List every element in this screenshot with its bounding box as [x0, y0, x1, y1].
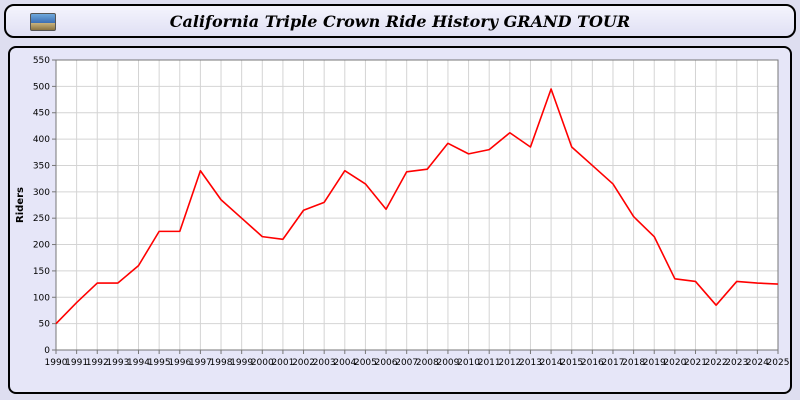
y-tick-label: 100 — [33, 293, 50, 303]
page-title: California Triple Crown Ride History GRA… — [169, 11, 631, 31]
x-tick-label: 2017 — [602, 358, 625, 368]
chart-panel: 0 50 100 150 200 250 300 350 400 450 500 550 1990 199… — [8, 46, 792, 394]
x-tick-label: 2003 — [313, 358, 336, 368]
x-tick-label: 1994 — [127, 358, 150, 368]
y-tick-label: 250 — [33, 214, 50, 224]
x-tick-label: 2009 — [436, 358, 459, 368]
x-tick-label: 1999 — [230, 358, 253, 368]
x-tick-label: 2025 — [767, 358, 790, 368]
riders-line-chart: 0501001502002503003504004505005501990199… — [15, 56, 790, 368]
y-tick-label: 500 — [33, 82, 50, 92]
x-tick-label: 1996 — [168, 358, 191, 368]
x-tick-label: 2005 — [354, 358, 377, 368]
riders-line-series — [55, 88, 779, 325]
x-tick-label: 2023 — [725, 358, 748, 368]
x-tick-label: 1995 — [148, 358, 171, 368]
x-tick-label: 2012 — [498, 358, 521, 368]
x-tick-label: 2022 — [705, 358, 728, 368]
y-tick-label: 50 — [39, 320, 51, 330]
header-bar: California Triple Crown Ride History GRA… — [4, 4, 796, 38]
x-tick-label: 2015 — [560, 358, 583, 368]
plot-border — [55, 59, 779, 351]
x-tick-label: 2016 — [581, 358, 604, 368]
x-tick-label: 2018 — [622, 358, 645, 368]
x-tick-label: 2024 — [746, 358, 769, 368]
x-tick-label: 1997 — [189, 358, 212, 368]
y-tick-label: 450 — [33, 109, 50, 119]
x-tick-label: 2004 — [333, 358, 356, 368]
y-tick-label: 350 — [33, 161, 50, 171]
x-tick-label: 1990 — [45, 358, 68, 368]
x-tick-label: 2021 — [684, 358, 707, 368]
x-tick-label: 2001 — [271, 358, 294, 368]
x-tick-label: 2010 — [457, 358, 480, 368]
header-logo-icon — [30, 13, 56, 31]
x-tick-label: 1993 — [106, 358, 129, 368]
x-tick-label: 1992 — [86, 358, 109, 368]
x-tick-label: 2019 — [643, 358, 666, 368]
x-tick-label: 2011 — [478, 358, 501, 368]
y-tick-label: 300 — [33, 188, 50, 198]
x-tick-label: 1991 — [65, 358, 88, 368]
y-tick-label: 150 — [33, 267, 50, 277]
y-tick-label: 550 — [33, 56, 50, 66]
x-tick-label: 2014 — [540, 358, 563, 368]
y-tick-label: 400 — [33, 135, 50, 145]
x-tick-label: 2007 — [395, 358, 418, 368]
y-tick-label: 0 — [44, 346, 50, 356]
x-tick-label: 2000 — [251, 358, 274, 368]
x-tick-label: 2020 — [663, 358, 686, 368]
y-tick-label: 200 — [33, 241, 50, 251]
x-tick-label: 1998 — [210, 358, 233, 368]
x-tick-label: 2008 — [416, 358, 439, 368]
y-axis-label: Riders — [15, 187, 26, 223]
x-tick-label: 2013 — [519, 358, 542, 368]
x-tick-label: 2002 — [292, 358, 315, 368]
x-tick-label: 2006 — [375, 358, 398, 368]
plot-area — [56, 60, 778, 350]
